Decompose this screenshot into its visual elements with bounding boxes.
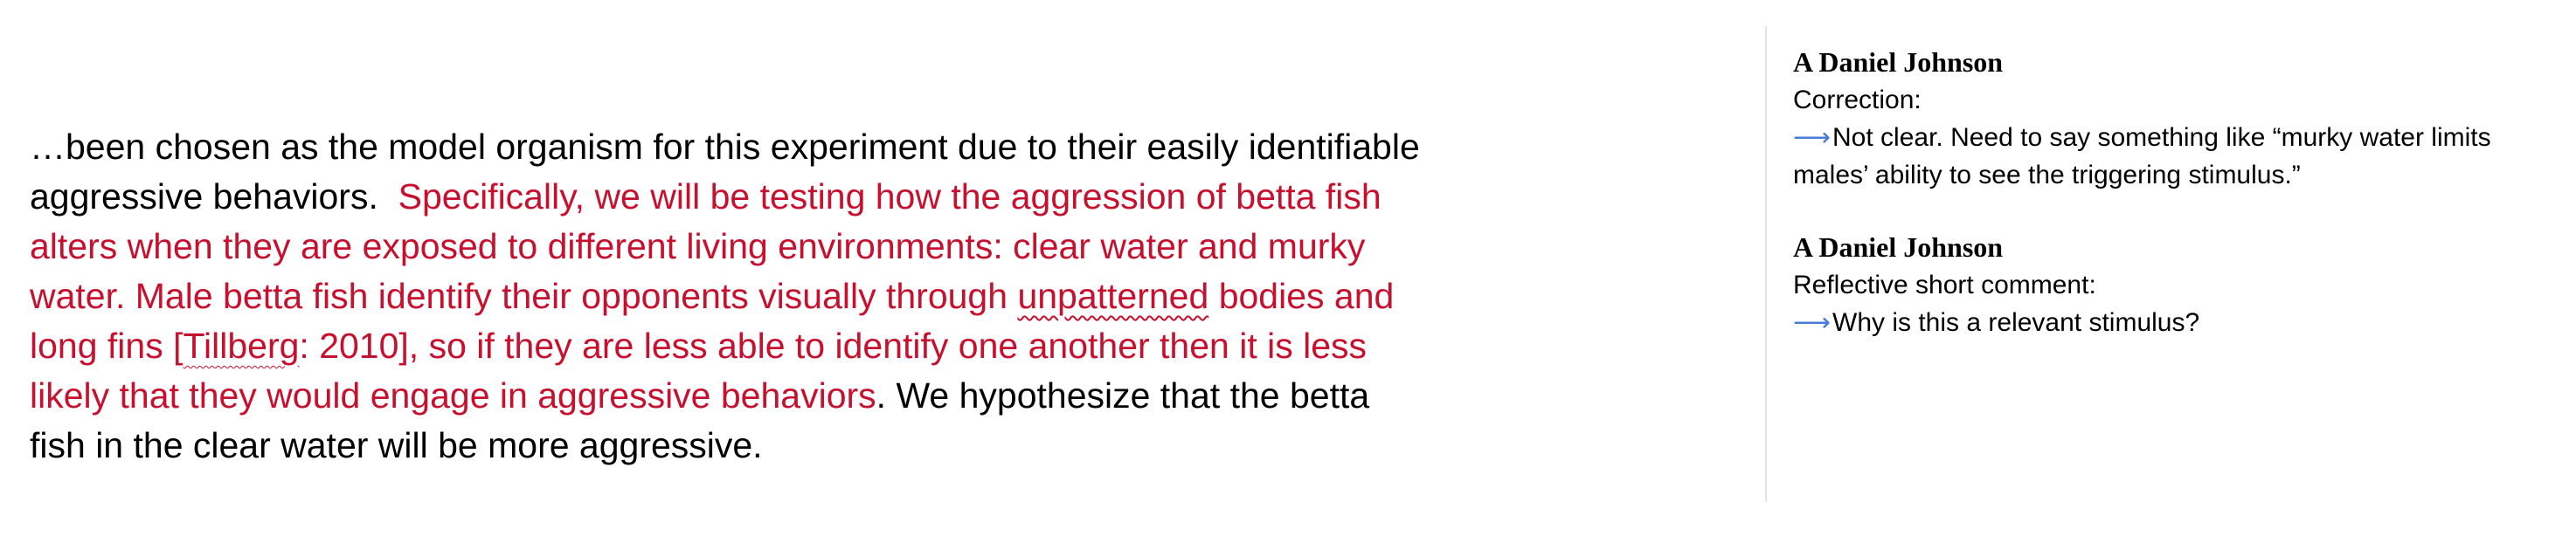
comment-body-text: Why is this a relevant stimulus? (1832, 308, 2200, 337)
comment-type: Reflective short comment: (1793, 271, 2096, 299)
comment-author: A Daniel Johnson (1793, 231, 2004, 263)
highlighted-red-text: : 2010], so if they are less able to ide… (299, 326, 1368, 366)
paragraph-line-3: alters when they are exposed to differen… (30, 222, 1533, 272)
arrow-right-icon: ⟶ (1793, 308, 1832, 337)
black-text: …been chosen as the model organism for t… (30, 127, 1420, 167)
comment-body-line: ⟶Why is this a relevant stimulus? (1793, 304, 2562, 341)
comment-author: A Daniel Johnson (1793, 46, 2004, 78)
comment-type: Correction: (1793, 86, 1922, 114)
spelling-flagged-word[interactable]: unpatterned (1017, 276, 1209, 316)
paragraph-line-7: fish in the clear water will be more agg… (30, 421, 1533, 471)
document-paragraph[interactable]: …been chosen as the model organism for t… (30, 122, 1533, 471)
highlighted-red-text: water. Male betta fish identify their op… (30, 276, 1018, 316)
paragraph-line-1: …been chosen as the model organism for t… (30, 122, 1533, 172)
comment-body-text: males’ ability to see the triggering sti… (1793, 161, 2301, 189)
paragraph-line-6: likely that they would engage in aggress… (30, 371, 1533, 421)
highlighted-red-text: long fins [ (30, 326, 184, 366)
highlighted-red-text: bodies and (1208, 276, 1395, 316)
comment-pane-divider (1765, 26, 1767, 502)
highlighted-red-text: likely that they would engage in aggress… (30, 375, 876, 416)
paragraph-line-2: aggressive behaviors. Specifically, we w… (30, 172, 1533, 222)
paragraph-line-5: long fins [Tillberg: 2010], so if they a… (30, 321, 1533, 371)
comment-card[interactable]: A Daniel Johnson Correction: ⟶Not clear.… (1793, 44, 2562, 194)
spelling-flagged-word[interactable]: Tillberg (183, 326, 300, 366)
black-text: . We hypothesize that the betta (876, 375, 1370, 416)
black-text: aggressive behaviors. (30, 176, 398, 217)
comment-body-text: Not clear. Need to say something like “m… (1832, 123, 2491, 152)
comment-body-line: ⟶Not clear. Need to say something like “… (1793, 119, 2562, 156)
black-text: fish in the clear water will be more agg… (30, 425, 763, 465)
highlighted-red-text: alters when they are exposed to differen… (30, 226, 1366, 266)
arrow-right-icon: ⟶ (1793, 123, 1832, 152)
highlighted-red-text: Specifically, we will be testing how the… (398, 176, 1381, 217)
paragraph-line-4: water. Male betta fish identify their op… (30, 272, 1533, 321)
comment-card[interactable]: A Daniel Johnson Reflective short commen… (1793, 229, 2562, 341)
